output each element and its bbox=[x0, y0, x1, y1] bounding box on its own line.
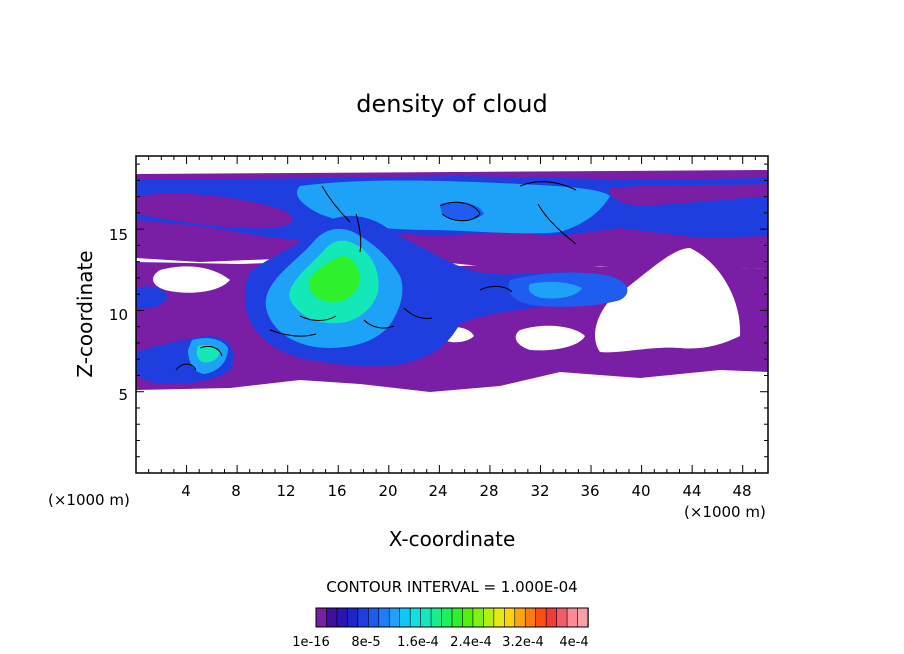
cloud-gap-left bbox=[153, 266, 230, 293]
cloud-gap-center bbox=[515, 325, 585, 351]
colorbar-cell bbox=[430, 607, 443, 628]
cloud-region-far-left-blue bbox=[136, 286, 168, 309]
y-tick-labels: 5 10 15 bbox=[109, 226, 128, 404]
y-axis-label: Z-coordinate bbox=[73, 250, 97, 377]
x-tick-labels: 4 8 12 16 20 24 28 32 36 40 44 48 bbox=[181, 482, 751, 500]
cloud-region-right-cap bbox=[609, 184, 768, 206]
colorbar-cell bbox=[545, 607, 558, 628]
colorbar-labels: 1e-16 8e-5 1.6e-4 2.4e-4 3.2e-4 4e-4 bbox=[292, 635, 588, 650]
colorbar-cell bbox=[347, 607, 359, 628]
cloud-density-field bbox=[136, 170, 768, 392]
colorbar-cell bbox=[357, 607, 370, 628]
colorbar-cell bbox=[420, 607, 432, 628]
colorbar-cell bbox=[514, 607, 526, 628]
colorbar-cell bbox=[472, 607, 485, 628]
x-tick-label: 8 bbox=[231, 482, 241, 500]
colorbar-cell bbox=[504, 607, 516, 628]
colorbar-cell bbox=[441, 607, 453, 628]
x-tick-label: 28 bbox=[479, 482, 498, 500]
colorbar-cell bbox=[326, 607, 338, 628]
cloud-gap-right bbox=[595, 248, 741, 353]
cloud-region-central-green bbox=[308, 256, 360, 303]
colorbar-label: 1.6e-4 bbox=[397, 635, 439, 650]
cloud-region-right-cyan bbox=[528, 281, 582, 299]
colorbar-cell bbox=[378, 607, 390, 628]
x-axis-label: X-coordinate bbox=[389, 527, 516, 551]
x-unit-label: (×1000 m) bbox=[684, 503, 766, 521]
colorbar-frame bbox=[315, 607, 589, 628]
colorbar-cell bbox=[451, 607, 464, 628]
x-tick-label: 16 bbox=[327, 482, 346, 500]
x-tick-label: 48 bbox=[732, 482, 751, 500]
x-tick-label: 36 bbox=[580, 482, 599, 500]
colorbar-cell bbox=[409, 607, 422, 628]
colorbar-label: 8e-5 bbox=[351, 635, 380, 650]
colorbar-cell bbox=[336, 607, 349, 628]
cloud-region-upper-purple-inset bbox=[136, 193, 293, 229]
colorbar-cell bbox=[524, 607, 537, 628]
colorbar-label: 4e-4 bbox=[559, 635, 588, 650]
x-tick-label: 20 bbox=[378, 482, 397, 500]
colorbar-cell bbox=[399, 607, 411, 628]
colorbar-cell bbox=[462, 607, 474, 628]
y-tick-label: 10 bbox=[109, 306, 128, 324]
colorbar-label: 1e-16 bbox=[292, 635, 330, 650]
chart-title: density of cloud bbox=[356, 90, 547, 118]
colorbar-label: 2.4e-4 bbox=[450, 635, 492, 650]
colorbar-cell bbox=[556, 607, 568, 628]
colorbar-cell bbox=[388, 607, 401, 628]
y-tick-label: 5 bbox=[118, 386, 128, 404]
colorbar-cell bbox=[493, 607, 506, 628]
colorbar-cell bbox=[368, 607, 380, 628]
colorbar-cell bbox=[535, 607, 547, 628]
x-tick-label: 24 bbox=[428, 482, 447, 500]
colorbar bbox=[315, 607, 589, 628]
x-tick-label: 32 bbox=[530, 482, 549, 500]
x-tick-label: 40 bbox=[631, 482, 650, 500]
contour-interval-label: CONTOUR INTERVAL = 1.000E-04 bbox=[326, 578, 577, 596]
x-tick-label: 12 bbox=[276, 482, 295, 500]
x-tick-label: 44 bbox=[682, 482, 701, 500]
y-unit-label: (×1000 m) bbox=[48, 491, 130, 509]
colorbar-cell bbox=[315, 607, 328, 628]
cloud-region-left-teal bbox=[196, 345, 220, 363]
x-tick-label: 4 bbox=[181, 482, 191, 500]
contour-lines bbox=[175, 181, 577, 371]
colorbar-cell bbox=[566, 607, 579, 628]
colorbar-cell bbox=[577, 607, 589, 628]
colorbar-cell bbox=[483, 607, 495, 628]
axis-ticks bbox=[136, 156, 768, 473]
y-tick-label: 15 bbox=[109, 226, 128, 244]
colorbar-label: 3.2e-4 bbox=[502, 635, 544, 650]
